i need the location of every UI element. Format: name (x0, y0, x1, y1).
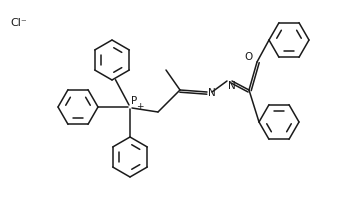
Text: Cl⁻: Cl⁻ (10, 18, 27, 28)
Text: N: N (228, 81, 236, 91)
Text: +: + (136, 102, 144, 111)
Text: O: O (245, 52, 253, 62)
Text: N: N (208, 88, 216, 98)
Text: P: P (131, 96, 137, 106)
